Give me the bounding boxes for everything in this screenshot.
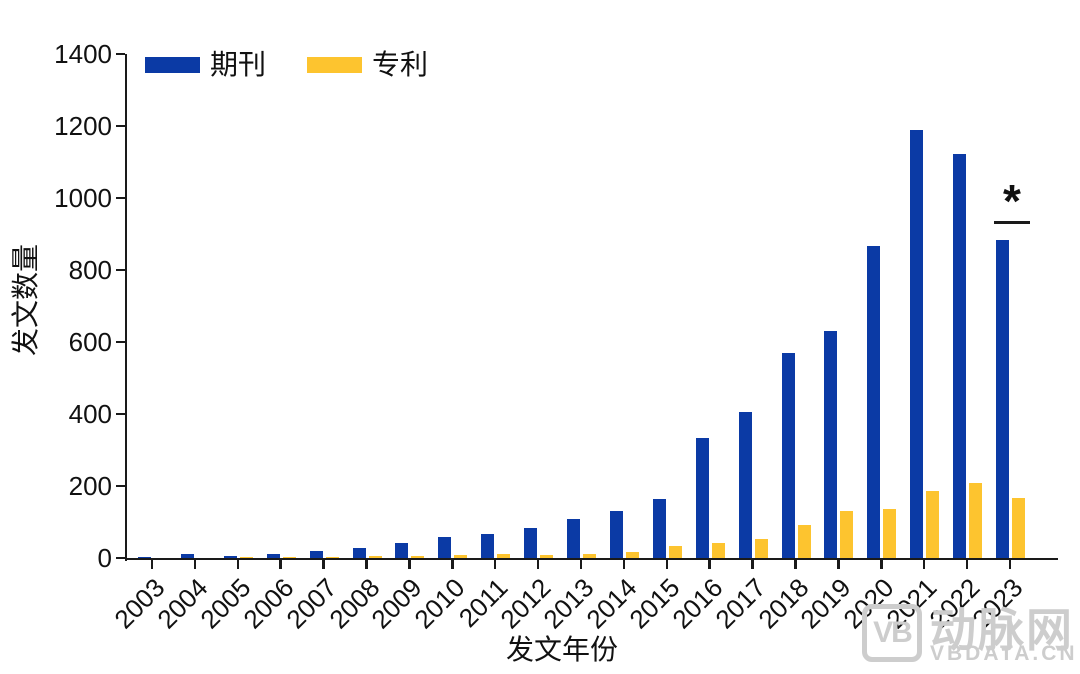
y-tick [115,340,125,344]
y-tick [115,52,125,56]
patent-bar-2018 [797,524,811,558]
journal-bar-2022 [953,154,967,558]
x-tick [579,559,583,569]
watermark-brand: 动脉网 [930,604,1074,656]
x-tick [1008,559,1012,569]
journal-bar-2020 [867,245,881,558]
y-tick-label: 400 [68,399,112,429]
patent-bar-2010 [454,555,468,558]
journal-bar-2018 [781,352,795,558]
x-tick [622,559,626,569]
journal-bar-2008 [352,547,366,558]
journal-bar-2003 [138,556,151,558]
y-tick-label: 800 [68,255,112,285]
journal-bar-2014 [609,511,623,558]
y-tick [115,556,125,560]
x-tick [408,559,411,569]
patent-bar-2012 [540,555,554,558]
legend-swatch-patent [307,57,362,73]
patent-bar-2022 [969,483,983,558]
x-tick [880,559,883,569]
significance-line [994,221,1030,225]
journal-bar-2012 [524,527,538,558]
x-tick [451,559,454,569]
patent-bar-2015 [668,546,682,558]
x-tick [493,559,497,569]
journal-bar-2021 [910,129,924,558]
journal-bar-2013 [567,519,580,558]
y-tick-label: 1200 [54,111,112,141]
watermark-logo-icon: VB [862,604,922,662]
patent-bar-2019 [840,511,854,558]
x-tick [665,559,669,569]
journal-bar-2023 [996,240,1009,558]
significance-asterisk: * [1003,175,1021,228]
y-axis-line [124,54,127,561]
legend-label-journal: 期刊 [210,49,267,80]
legend-label-patent: 专利 [372,49,429,80]
patent-bar-2005 [239,557,253,558]
patent-bar-2008 [368,556,382,558]
patent-bar-2017 [754,539,768,558]
patent-bar-2007 [325,556,339,558]
patent-bar-2006 [282,557,296,558]
journal-bar-2007 [309,550,323,558]
journal-bar-2005 [223,555,237,558]
x-tick [236,559,240,569]
patent-bar-2023 [1012,497,1025,558]
x-tick [193,559,197,569]
journal-bar-2006 [266,554,280,558]
y-tick-label: 200 [68,471,112,501]
legend-swatch-journal [145,57,200,73]
x-tick [837,559,840,569]
watermark-site: VBDATA.CN [930,642,1078,665]
x-tick [150,559,154,569]
patent-bar-2011 [497,553,511,558]
x-tick [708,559,711,569]
x-tick [965,559,969,569]
journal-bar-2009 [395,542,409,558]
y-axis-title: 发文数量 [10,243,41,357]
patent-bar-2021 [926,491,940,558]
patent-bar-2009 [411,556,425,558]
x-tick [279,559,282,569]
patent-bar-2016 [711,542,725,558]
y-tick [115,268,125,272]
patent-bar-2013 [583,553,596,558]
patent-bar-2020 [883,509,897,558]
y-tick [115,484,125,488]
x-tick [751,559,754,569]
journal-bar-2016 [695,438,709,558]
y-tick [115,124,125,128]
y-tick-label: 600 [68,327,112,357]
x-axis-line [124,557,1058,560]
x-tick [794,559,797,569]
journal-bar-2017 [738,412,752,558]
journal-bar-2011 [481,533,495,558]
journal-bar-2019 [824,331,838,558]
journal-bar-2015 [652,499,666,558]
watermark: VB 动脉网 VBDATA.CN [856,596,1080,674]
x-tick [322,559,325,569]
y-tick-label: 0 [97,543,112,573]
journal-bar-2004 [180,553,194,558]
y-tick [115,196,125,200]
y-tick-label: 1400 [54,39,112,69]
patent-bar-2014 [625,552,639,558]
x-tick [536,559,540,569]
y-tick [115,412,125,416]
x-tick [365,559,368,569]
y-tick-label: 1000 [54,183,112,213]
journal-bar-2010 [438,537,452,558]
x-axis-title: 发文年份 [505,634,619,665]
x-tick [922,559,926,569]
